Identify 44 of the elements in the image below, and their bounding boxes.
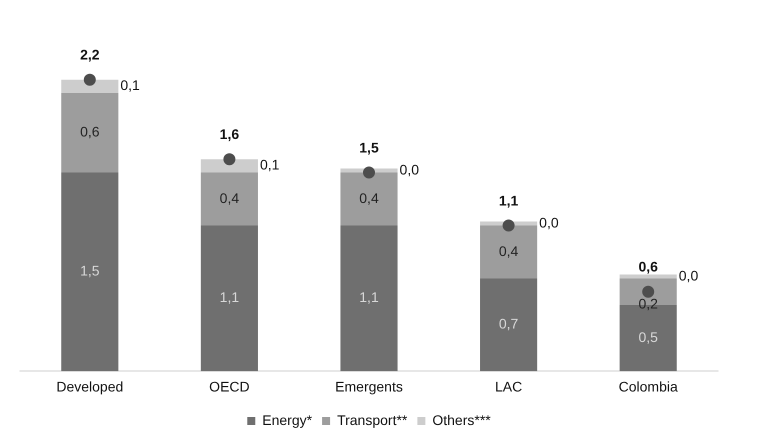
x-tick-label: LAC: [494, 378, 522, 394]
data-label: 1,1: [359, 289, 379, 306]
data-label: 0,0: [539, 214, 559, 230]
bar: [340, 172, 398, 226]
bar: [200, 159, 258, 172]
data-label: 1,1: [498, 192, 519, 208]
bar: [340, 225, 398, 372]
bar: [61, 80, 118, 93]
data-label: 0,4: [220, 190, 240, 206]
bar: [200, 172, 258, 226]
point: [363, 166, 375, 178]
x-tick-label: Developed: [56, 378, 124, 394]
bar: [620, 274, 677, 278]
legend-label: Transport**: [337, 412, 408, 428]
point: [84, 74, 96, 86]
point: [642, 286, 654, 298]
data-label: 0,1: [260, 156, 280, 173]
legend-label: Others***: [432, 412, 492, 428]
data-label: 0,1: [120, 77, 140, 94]
legend-label: Energy*: [262, 412, 313, 428]
x-tick-label: OECD: [209, 378, 250, 394]
data-label: 0,0: [678, 267, 698, 284]
data-label: 0,4: [359, 190, 379, 206]
data-label: 1,5: [80, 262, 100, 279]
point: [223, 153, 236, 166]
data-label: 2,2: [80, 46, 100, 63]
data-label: 0,5: [638, 328, 658, 345]
data-label: 1,5: [359, 139, 379, 156]
bar: [61, 92, 118, 172]
bar: [480, 225, 538, 278]
data-label: 0,6: [638, 258, 658, 275]
bar: [200, 225, 258, 372]
data-label: 0,0: [400, 161, 420, 178]
data-label: 1,1: [220, 289, 240, 306]
data-label: 0,2: [638, 296, 658, 312]
x-tick-label: Emergents: [335, 378, 403, 394]
data-label: 0,4: [498, 242, 519, 259]
data-label: 1,6: [220, 126, 240, 142]
bar: [480, 278, 538, 372]
point: [502, 219, 515, 232]
data-label: 0,6: [80, 124, 100, 140]
bar: [61, 172, 118, 372]
x-tick-label: Colombia: [618, 378, 678, 394]
data-label: 0,7: [498, 316, 519, 332]
